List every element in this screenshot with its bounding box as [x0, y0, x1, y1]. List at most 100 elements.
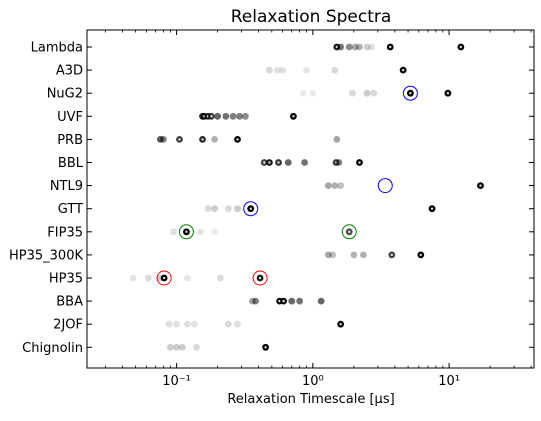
- data-point: [388, 251, 396, 259]
- data-point-core: [201, 138, 204, 141]
- data-point: [214, 112, 222, 120]
- x-tick-label: 10¹: [438, 374, 460, 389]
- data-point-dot: [345, 43, 353, 51]
- highlight-circles: [156, 85, 418, 286]
- data-point: [290, 112, 297, 120]
- data-point: [356, 43, 363, 51]
- data-point-core: [178, 138, 181, 141]
- data-point: [160, 274, 168, 282]
- data-point-core: [277, 161, 280, 164]
- data-point-core: [263, 161, 266, 164]
- data-point-dot: [211, 136, 218, 143]
- data-point: [211, 228, 218, 236]
- x-axis-labels: 10⁻¹ 10⁰ 10¹: [162, 374, 460, 389]
- highlight-circle: [243, 201, 259, 217]
- data-point: [242, 112, 249, 120]
- data-point-core: [210, 115, 213, 118]
- data-point: [211, 136, 218, 143]
- data-point-dot: [183, 274, 191, 282]
- y-category-label: A3D: [56, 64, 83, 79]
- data-point-core: [258, 276, 262, 280]
- data-point: [280, 297, 287, 305]
- data-point: [229, 112, 237, 120]
- data-point: [236, 112, 243, 120]
- data-point-core: [278, 299, 281, 303]
- data-point-dot: [266, 66, 273, 74]
- data-point-dot: [197, 228, 204, 236]
- data-point-dot: [252, 297, 259, 305]
- data-point: [262, 343, 269, 351]
- data-point: [197, 228, 204, 236]
- data-point: [351, 43, 359, 51]
- data-point-core: [339, 323, 342, 326]
- data-point: [335, 159, 343, 166]
- data-point: [363, 43, 371, 51]
- chart-title: Relaxation Spectra: [231, 7, 392, 27]
- data-point: [477, 182, 484, 190]
- data-point: [166, 343, 174, 351]
- data-point: [204, 205, 212, 213]
- y-category-label: GTT: [58, 202, 83, 217]
- data-point-core: [236, 138, 239, 141]
- data-point-dot: [301, 159, 308, 166]
- data-point-dot: [370, 89, 378, 97]
- data-point: [301, 159, 308, 166]
- y-category-label: UVF: [57, 110, 83, 125]
- y-category-label: HP35_300K: [9, 248, 83, 263]
- data-point-dot: [144, 274, 152, 282]
- data-point-core: [419, 253, 422, 257]
- data-point: [234, 205, 241, 213]
- data-point: [199, 136, 206, 143]
- data-point: [406, 89, 414, 97]
- data-point: [333, 136, 341, 143]
- y-category-label: HP35: [49, 272, 83, 287]
- data-point: [299, 89, 307, 97]
- data-point: [428, 205, 436, 213]
- data-point: [144, 274, 152, 282]
- data-point: [183, 274, 191, 282]
- data-point: [399, 66, 407, 74]
- highlight-circle: [252, 270, 268, 286]
- data-point-core: [459, 45, 463, 49]
- data-point-dot: [211, 228, 218, 236]
- data-point-dot: [363, 43, 371, 51]
- data-point: [345, 228, 353, 236]
- data-point: [170, 228, 177, 236]
- highlight-circle: [402, 85, 418, 101]
- highlight-circle: [341, 224, 357, 240]
- highlight-circle: [377, 178, 393, 194]
- data-point: [368, 43, 376, 51]
- data-point-dot: [309, 89, 317, 97]
- data-point-dot: [204, 205, 212, 213]
- data-point-dot: [284, 159, 292, 166]
- data-point-dot: [324, 182, 332, 190]
- data-point-core: [390, 253, 394, 257]
- data-point: [331, 182, 339, 190]
- data-point: [370, 89, 378, 97]
- data-point: [386, 43, 394, 51]
- plot-area-frame: [86, 29, 535, 369]
- data-point: [274, 66, 281, 74]
- data-point-core: [268, 161, 271, 164]
- data-point: [303, 66, 311, 74]
- data-point-dot: [234, 320, 241, 328]
- data-point-dot: [178, 343, 186, 351]
- y-category-label: BBL: [58, 156, 84, 171]
- data-point: [288, 297, 296, 305]
- data-point: [252, 297, 259, 305]
- data-point-core: [185, 230, 188, 233]
- data-point: [457, 43, 465, 51]
- data-point-dot: [348, 89, 356, 97]
- data-point-dot: [214, 112, 222, 120]
- data-point: [284, 159, 292, 166]
- data-point: [176, 136, 183, 143]
- data-point: [159, 136, 167, 143]
- data-point: [190, 320, 198, 328]
- data-point-dot: [222, 112, 230, 120]
- data-point: [193, 343, 200, 351]
- data-point: [317, 297, 325, 305]
- data-point-dot: [351, 43, 359, 51]
- data-point: [350, 251, 358, 259]
- data-point: [331, 66, 339, 74]
- data-point-dot: [329, 251, 337, 259]
